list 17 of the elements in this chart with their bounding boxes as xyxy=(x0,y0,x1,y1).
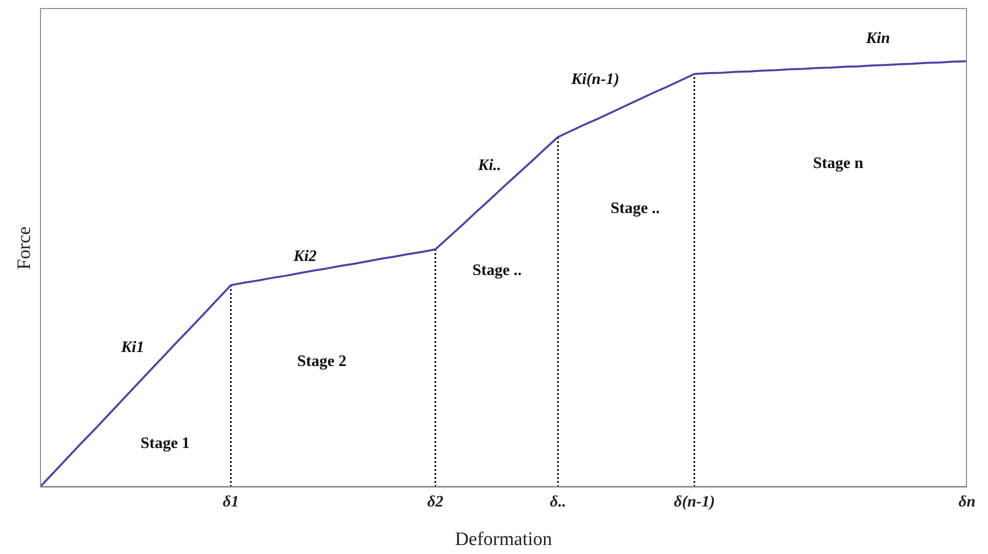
x-tick-label: δ.. xyxy=(550,493,566,510)
annotation: Stage .. xyxy=(610,200,660,218)
x-tick-label: δ1 xyxy=(222,493,239,510)
annotation: Ki1 xyxy=(121,339,144,358)
annotation: Stage 2 xyxy=(297,353,346,372)
annotation: Stage n xyxy=(813,154,864,173)
x-tick-label: δ2 xyxy=(427,493,444,510)
x-axis-title: Deformation xyxy=(454,529,553,550)
x-tick-label: δ(n-1) xyxy=(674,493,715,510)
y-axis-title: Force xyxy=(14,224,36,272)
x-tick-label: δn xyxy=(958,493,976,510)
annotation: Ki(n-1) xyxy=(571,70,620,89)
annotation: Ki.. xyxy=(478,157,502,176)
annotation: Ki2 xyxy=(294,248,317,266)
annotation: Stage 1 xyxy=(140,434,190,453)
annotation: Stage .. xyxy=(472,262,522,280)
text: Kin xyxy=(866,30,890,48)
